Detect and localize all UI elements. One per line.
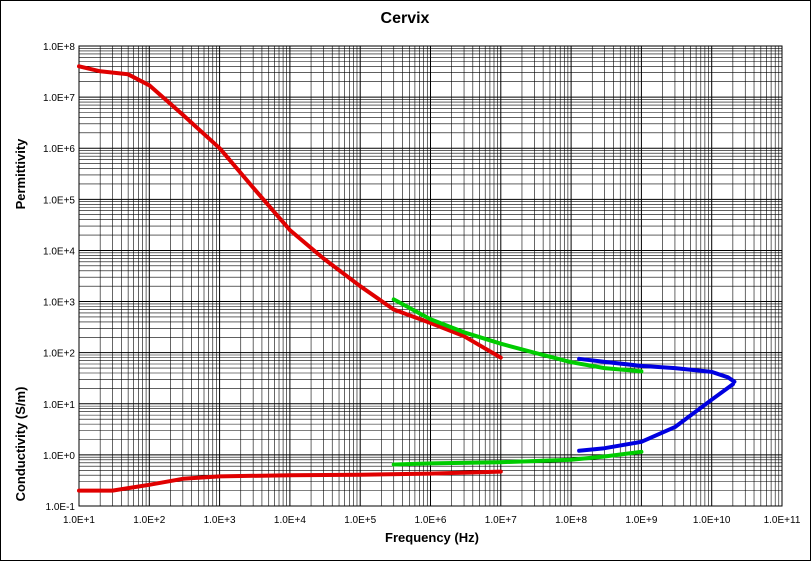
x-tick-label: 1.0E+3 <box>204 515 236 526</box>
series-line-permittivity <box>391 297 644 374</box>
grid <box>78 46 782 507</box>
series-line-permittivity <box>577 356 737 384</box>
y-tick-label: 1.0E+2 <box>43 349 75 360</box>
y-tick-label: 1.0E-1 <box>46 502 76 513</box>
x-tick-label: 1.0E+4 <box>274 515 306 526</box>
x-tick-label: 1.0E+9 <box>625 515 657 526</box>
series-layer <box>77 64 737 493</box>
y-tick-label: 1.0E+1 <box>43 400 75 411</box>
x-tick-label: 1.0E+2 <box>133 515 165 526</box>
y-axis-title-permittivity: Permittivity <box>13 138 28 210</box>
x-axis-title: Frequency (Hz) <box>385 530 479 545</box>
x-tick-label: 1.0E+1 <box>63 515 95 526</box>
y-tick-label: 1.0E+7 <box>43 93 75 104</box>
y-tick-label: 1.0E+4 <box>43 246 75 257</box>
x-tick-label: 1.0E+5 <box>344 515 376 526</box>
series-line-conductivity <box>577 382 735 453</box>
series-line-conductivity <box>77 469 503 493</box>
x-tick-label: 1.0E+8 <box>555 515 587 526</box>
tick-labels: 1.0E+1 1.0E+2 1.0E+3 1.0E+4 1.0E+5 1.0E+6 1.0E… <box>43 42 801 526</box>
y-tick-label: 1.0E+8 <box>43 42 75 53</box>
y-tick-label: 1.0E+6 <box>43 144 75 155</box>
x-tick-label: 1.0E+7 <box>485 515 517 526</box>
y-axis-title-conductivity: Conductivity (S/m) <box>13 387 28 502</box>
plot-area-border <box>78 45 783 507</box>
chart-title: Cervix <box>381 10 430 27</box>
series-line-permittivity <box>77 64 503 360</box>
x-tick-label: 1.0E+10 <box>693 515 731 526</box>
y-tick-label: 1.0E+3 <box>43 298 75 309</box>
series-line-conductivity <box>391 449 644 467</box>
x-tick-label: 1.0E+6 <box>415 515 447 526</box>
x-tick-label: 1.0E+11 <box>764 515 801 526</box>
y-tick-label: 1.0E+0 <box>43 451 75 462</box>
y-tick-label: 1.0E+5 <box>43 195 75 206</box>
